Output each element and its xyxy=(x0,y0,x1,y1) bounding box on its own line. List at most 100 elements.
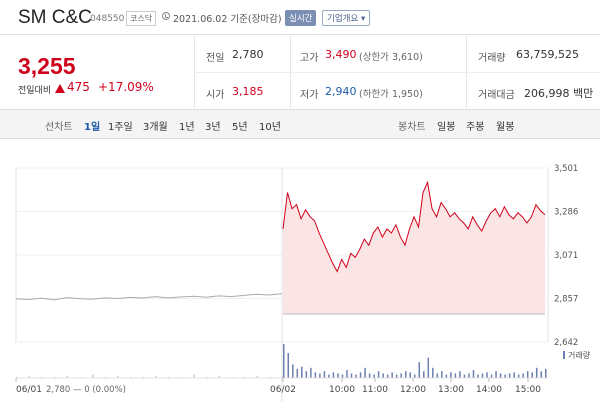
volume-bar xyxy=(531,372,533,378)
period-10y[interactable]: 10년 xyxy=(259,122,281,133)
volume-bar xyxy=(499,373,502,378)
volume-bar xyxy=(341,374,344,378)
volume-legend-swatch xyxy=(563,351,565,359)
volume-bar xyxy=(445,374,448,378)
change-percent: +17.09% xyxy=(98,80,154,94)
current-price: 3,255 xyxy=(18,53,76,79)
amount-label: 거래대금 xyxy=(478,90,515,101)
volume-label: 거래량 xyxy=(478,53,506,64)
volume-bar xyxy=(218,375,221,378)
volume-bar xyxy=(350,373,353,378)
volume-bar xyxy=(495,371,497,378)
volume-bar xyxy=(155,375,157,378)
prev-day-summary: 2,780 — 0 (0.00%) xyxy=(46,385,126,395)
volume-bar xyxy=(180,376,183,378)
period-5y[interactable]: 5년 xyxy=(232,122,248,133)
volume-bar xyxy=(332,372,335,378)
volume-value: 63,759,525 xyxy=(516,48,579,61)
low-value: 2,940 xyxy=(325,85,357,98)
price-chart: 3,501 3,286 3,071 2,857 2,642 거래량 06/01 06/02… xyxy=(15,164,591,402)
price-panel: 3,255 전일대비 475 +17.09% 전일 2,780 시가 3,185… xyxy=(0,35,600,110)
volume-bar xyxy=(526,371,529,378)
volume-bar xyxy=(355,374,357,378)
x-tick-label: 06/02 xyxy=(270,385,296,395)
volume-bar xyxy=(522,373,524,378)
volume-bar xyxy=(104,376,107,378)
period-3y[interactable]: 3년 xyxy=(205,122,221,133)
volume-bar xyxy=(346,370,348,378)
volume-bar xyxy=(269,376,271,378)
volume-bar xyxy=(477,374,479,378)
chart-area-layer xyxy=(283,182,545,315)
volume-bar xyxy=(535,367,538,378)
volume-bar xyxy=(468,373,470,378)
company-overview-button[interactable]: 기업개요 ▾ xyxy=(322,10,371,26)
volume-bar xyxy=(414,374,416,378)
volume-bar xyxy=(92,374,94,378)
volume-bar xyxy=(386,374,389,378)
y-tick-label: 3,286 xyxy=(554,208,578,218)
volume-bar xyxy=(16,376,18,378)
stock-header: SM C&C 048550 코스닥 2021.06.02 기준(장마감) 실시간… xyxy=(0,0,600,35)
prev-close-label: 전일 xyxy=(206,53,225,64)
volume-bar xyxy=(517,374,520,378)
volume-bar xyxy=(391,372,393,378)
volume-bar xyxy=(427,357,430,378)
volume-bar xyxy=(377,371,380,378)
volume-bar xyxy=(54,376,56,378)
volume-bar xyxy=(382,373,384,378)
upper-limit: (상한가 3,610) xyxy=(359,52,423,63)
volume-bar xyxy=(395,374,398,378)
volume-bar xyxy=(508,373,511,378)
candle-monthly[interactable]: 월봉 xyxy=(496,122,515,133)
volume-bar xyxy=(283,344,285,378)
volume-bar xyxy=(244,376,246,378)
amount-value: 206,998 백만 xyxy=(524,87,594,100)
volume-bar xyxy=(314,372,317,378)
volume-bar xyxy=(117,375,119,378)
volume-bar xyxy=(323,371,326,378)
volume-bar xyxy=(292,364,294,378)
x-tick-label: 13:00 xyxy=(438,385,464,395)
low-label: 저가 xyxy=(300,90,319,101)
volume-bar xyxy=(481,373,484,378)
volume-bar xyxy=(364,367,366,378)
candle-chart-label: 봉차트 xyxy=(398,122,426,133)
volume-bar xyxy=(490,374,493,378)
x-tick-label: 15:00 xyxy=(515,385,541,395)
period-1w[interactable]: 1주일 xyxy=(108,122,133,133)
volume-layer: 거래량 xyxy=(16,344,591,379)
volume-bar xyxy=(368,373,371,378)
volume-bar xyxy=(459,371,461,378)
volume-bar xyxy=(296,368,299,378)
candle-daily[interactable]: 일봉 xyxy=(437,122,456,133)
realtime-button[interactable]: 실시간 xyxy=(285,10,317,26)
volume-bar xyxy=(41,376,43,378)
volume-bar xyxy=(513,372,515,378)
volume-bar xyxy=(400,373,402,378)
divider xyxy=(194,35,195,109)
period-1d[interactable]: 1일 xyxy=(84,122,101,133)
prev-day-line xyxy=(15,293,283,301)
volume-bar xyxy=(301,366,303,378)
volume-bar xyxy=(310,367,312,378)
period-1y[interactable]: 1년 xyxy=(179,122,195,133)
period-3m[interactable]: 3개월 xyxy=(143,122,168,133)
volume-bar xyxy=(359,372,362,378)
y-tick-label: 3,501 xyxy=(554,164,578,174)
today-line xyxy=(282,180,546,273)
volume-bar xyxy=(319,373,321,378)
volume-bar xyxy=(130,376,132,378)
y-tick-label: 2,857 xyxy=(554,295,578,305)
volume-bar xyxy=(441,371,443,378)
x-tick-label: 12:00 xyxy=(400,385,426,395)
volume-bar xyxy=(409,372,411,378)
volume-bar xyxy=(432,367,434,378)
x-tick-label: 11:00 xyxy=(362,385,388,395)
x-axis: 06/01 06/02 10:00 11:00 12:00 13:00 14:00 15:00… xyxy=(15,378,541,395)
volume-bar xyxy=(337,373,339,378)
volume-bar xyxy=(436,373,439,378)
candle-weekly[interactable]: 주봉 xyxy=(466,122,485,133)
volume-bar xyxy=(418,362,421,378)
volume-bar xyxy=(305,371,308,378)
